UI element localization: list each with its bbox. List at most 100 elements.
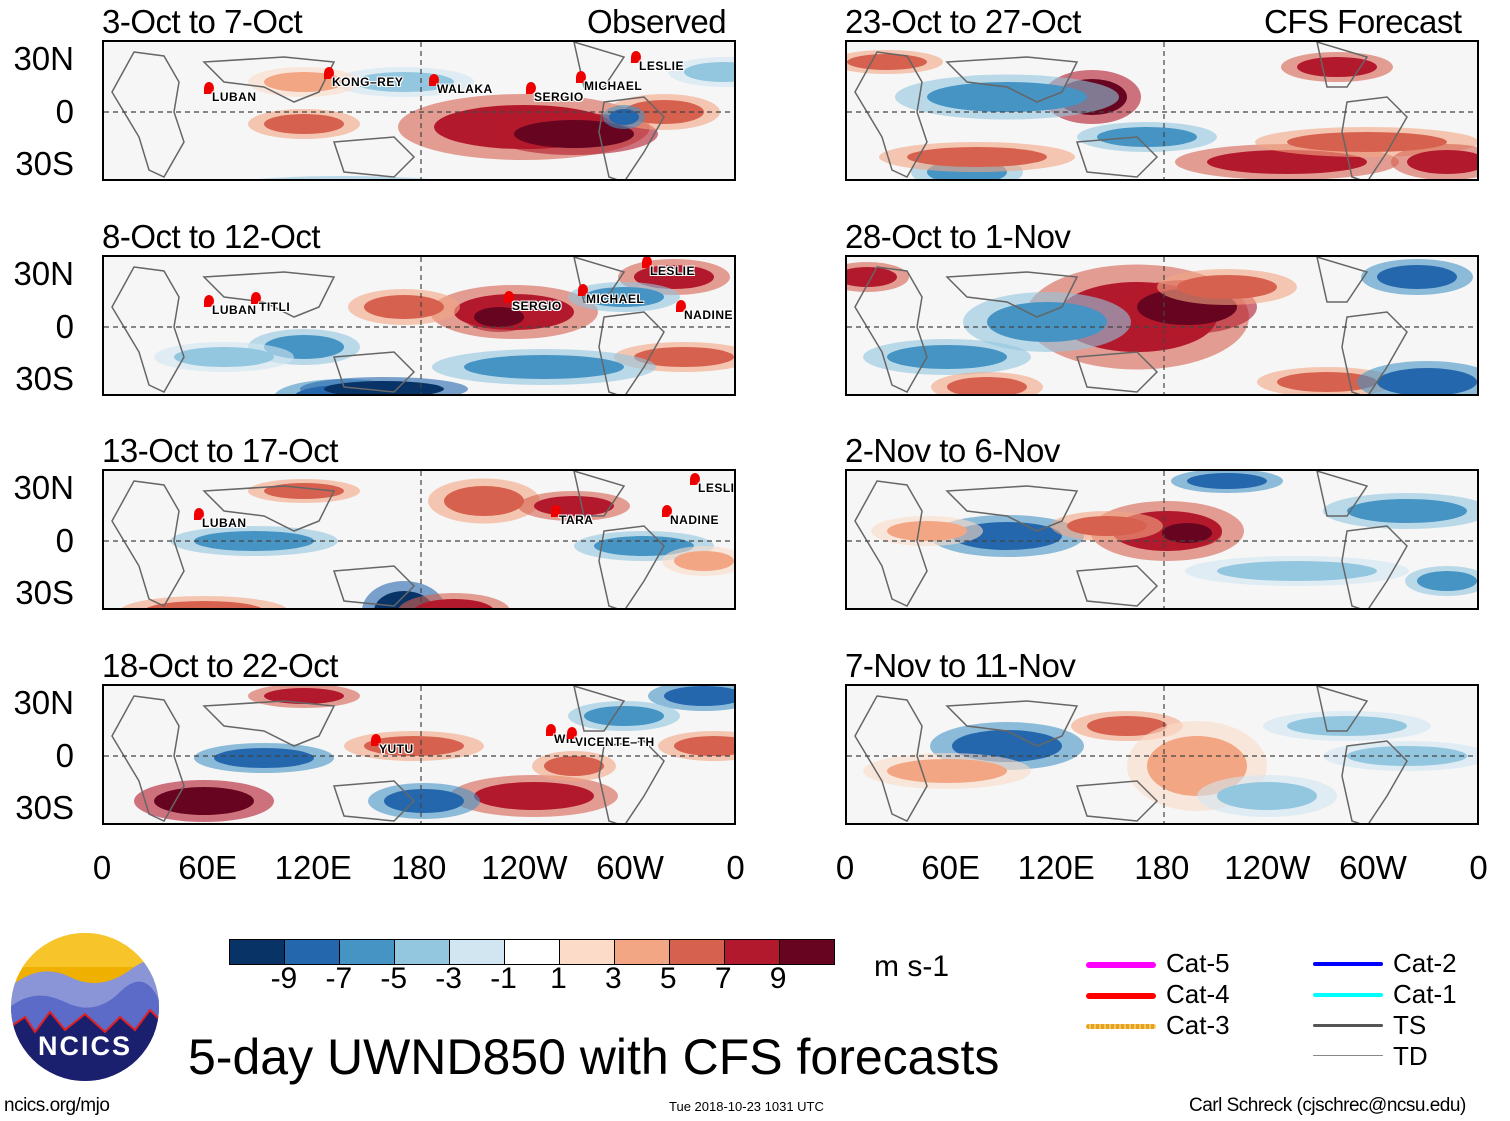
- colorbar-swatch: [449, 940, 504, 964]
- hurricane-icon: [642, 257, 652, 268]
- wind-anomaly-blob: [1287, 132, 1447, 152]
- lat-label: 0: [55, 522, 74, 559]
- storm-label: SERGIO: [534, 90, 584, 104]
- wind-anomaly-blob: [952, 730, 1062, 762]
- lon-label: 120W: [1224, 849, 1311, 886]
- coastlines: [854, 471, 1408, 608]
- forecast-map-panel: [845, 255, 1479, 396]
- lon-label: 0: [1469, 849, 1488, 886]
- hurricane-icon: [526, 82, 536, 94]
- storm-label: WALAKA: [437, 82, 493, 96]
- forecast-label: CFS Forecast: [1264, 3, 1462, 40]
- wind-anomaly-blob: [364, 736, 464, 756]
- wind-anomaly-blob: [214, 748, 314, 768]
- colorbar-swatch: [669, 940, 724, 964]
- wind-anomaly-blob: [1217, 782, 1317, 810]
- storm-label: NADINE: [670, 513, 720, 527]
- colorbar-swatch: [230, 940, 284, 964]
- wind-anomaly-blob: [674, 736, 734, 756]
- wind-anomaly-blob: [264, 114, 344, 134]
- wind-anomaly-blob: [584, 706, 664, 726]
- legend-label: TD: [1393, 1041, 1428, 1071]
- wind-anomaly-blob: [264, 483, 344, 499]
- hurricane-icon: [204, 295, 214, 307]
- coastlines: [111, 471, 665, 608]
- lat-label: 30S: [15, 574, 74, 611]
- wind-anomaly-blob: [1067, 516, 1147, 536]
- panel-title: 13-Oct to 17-Oct: [102, 432, 338, 469]
- colorbar-label: -5: [380, 962, 408, 995]
- panel-title: 28-Oct to 1-Nov: [845, 218, 1071, 255]
- legend-line-cat-1: [1313, 993, 1383, 997]
- storm-label: VICENTE–TH: [575, 735, 655, 749]
- wind-anomaly-blob: [474, 307, 524, 327]
- wind-anomaly-blob: [415, 599, 493, 608]
- legend-line-ts: [1313, 1024, 1383, 1027]
- lon-label: 120W: [481, 849, 568, 886]
- wind-anomaly-blob: [927, 82, 1087, 112]
- storm-label: TARA: [559, 513, 594, 527]
- wind-anomaly-blob: [384, 789, 464, 813]
- ncics-logo: NCICS: [10, 932, 160, 1082]
- legend-label: Cat-3: [1166, 1010, 1230, 1040]
- storm-label: MICHAEL: [584, 79, 643, 93]
- storm-label: NADINE: [684, 308, 734, 322]
- coastlines: [854, 42, 1408, 179]
- lon-label: 180: [391, 849, 447, 886]
- wind-anomaly-blob: [324, 381, 444, 394]
- colorbar-label: 5: [659, 962, 677, 995]
- wind-anomaly-blob: [634, 265, 714, 289]
- observed-label: Observed: [587, 3, 727, 40]
- panel-title: 18-Oct to 22-Oct: [102, 647, 338, 684]
- site-url[interactable]: ncics.org/mjo: [4, 1095, 110, 1116]
- wind-anomaly-blob: [684, 62, 734, 82]
- coastlines: [111, 42, 665, 179]
- storm-label: LESLIE: [650, 264, 696, 278]
- lon-label: 0: [726, 849, 745, 886]
- panel-title: 3-Oct to 7-Oct: [102, 3, 303, 40]
- panel-title: 23-Oct to 27-Oct: [845, 3, 1081, 40]
- observed-map-panel: LUBAN KONG–REY WALAKA SERGIO MICHAEL LESLIE: [102, 40, 736, 181]
- lon-label: 120E: [1017, 849, 1095, 886]
- wind-anomaly-blob: [174, 347, 274, 367]
- hurricane-icon: [567, 727, 577, 739]
- lat-label: 30N: [13, 40, 74, 77]
- wind-anomaly-blob: [1187, 473, 1267, 489]
- colorbar-swatch: [559, 940, 614, 964]
- colorbar-swatch: [779, 940, 834, 964]
- coastlines: [111, 686, 665, 823]
- lon-label: 120E: [274, 849, 352, 886]
- storm-label: LUBAN: [212, 90, 257, 104]
- wind-anomaly-blob: [847, 54, 927, 70]
- wind-anomaly-halo: [257, 176, 431, 179]
- wind-anomaly-blob: [1407, 150, 1477, 174]
- hurricane-icon: [576, 71, 586, 83]
- hurricane-icon: [429, 74, 439, 86]
- timestamp: Tue 2018-10-23 1031 UTC: [669, 1099, 824, 1114]
- storm-label: KONG–REY: [332, 75, 404, 89]
- wind-anomaly-blob: [947, 377, 1027, 394]
- observed-map-panel: YUTU WIL VICENTE–TH: [102, 684, 736, 825]
- panel-title: 2-Nov to 6-Nov: [845, 432, 1060, 469]
- lat-label: 30N: [13, 255, 74, 292]
- legend-line-cat-3: [1086, 1024, 1156, 1029]
- legend-label: Cat-2: [1393, 948, 1457, 978]
- observed-map-panel: LUBAN TITLI SERGIO MICHAEL LESLIE NADINE: [102, 255, 736, 396]
- storm-label: LESLIE: [698, 481, 735, 495]
- colorbar-swatch: [394, 940, 449, 964]
- wind-anomaly-blob: [514, 120, 634, 148]
- hurricane-icon: [194, 508, 204, 520]
- colorbar-label: -9: [270, 962, 298, 995]
- lon-label: 180: [1134, 849, 1190, 886]
- legend-line-cat-2: [1313, 962, 1383, 966]
- storm-label: TITLI: [259, 300, 291, 314]
- colorbar-units: m s-1: [874, 950, 949, 983]
- wind-anomaly-blob: [544, 756, 604, 776]
- colorbar-swatch: [339, 940, 394, 964]
- storm-label: SERGIO: [512, 299, 562, 313]
- hurricane-icon: [551, 505, 561, 517]
- hurricane-icon: [662, 505, 672, 517]
- coastlines: [854, 686, 1408, 823]
- hurricane-icon: [204, 82, 214, 94]
- lat-label: 0: [55, 308, 74, 345]
